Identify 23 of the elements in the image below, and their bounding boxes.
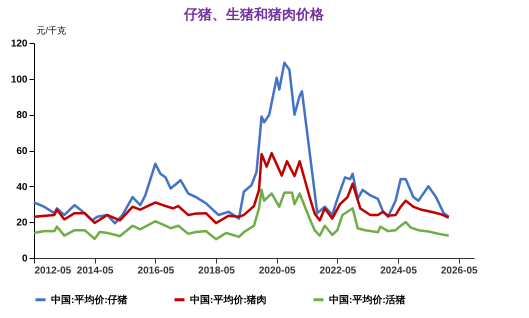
y-tick-label: 40 [16, 182, 28, 193]
y-tick-label: 60 [16, 146, 28, 157]
legend-label: 中国:平均价:活猪 [329, 294, 406, 306]
x-tick-label: 2016-05 [138, 266, 175, 276]
chart-title: 仔猪、生猪和猪肉价格 [183, 6, 325, 22]
line-series [32, 152, 450, 224]
x-tick-label: 2026-05 [440, 266, 478, 276]
x-tick-label: 2024-05 [380, 266, 418, 276]
y-tick-label: 100 [10, 74, 28, 86]
x-tick-label: 2014-05 [76, 266, 114, 276]
legend-label: 中国:平均价:仔猪 [51, 294, 128, 306]
y-tick-label: 0 [22, 254, 28, 264]
line-series [32, 61, 450, 224]
line-series [32, 188, 450, 240]
y-tick-label: 120 [10, 38, 28, 50]
x-tick-label: 2020-05 [258, 266, 296, 276]
legend-label: 中国:平均价:猪肉 [190, 294, 267, 306]
y-axis-title: 元/千克 [36, 26, 66, 36]
x-tick-label: 2018-05 [198, 266, 236, 276]
y-tick-label: 80 [16, 110, 28, 122]
x-tick-label: 2022-05 [320, 266, 357, 276]
x-tick-label: 2012-05 [34, 266, 72, 276]
y-tick-label: 20 [16, 218, 28, 229]
